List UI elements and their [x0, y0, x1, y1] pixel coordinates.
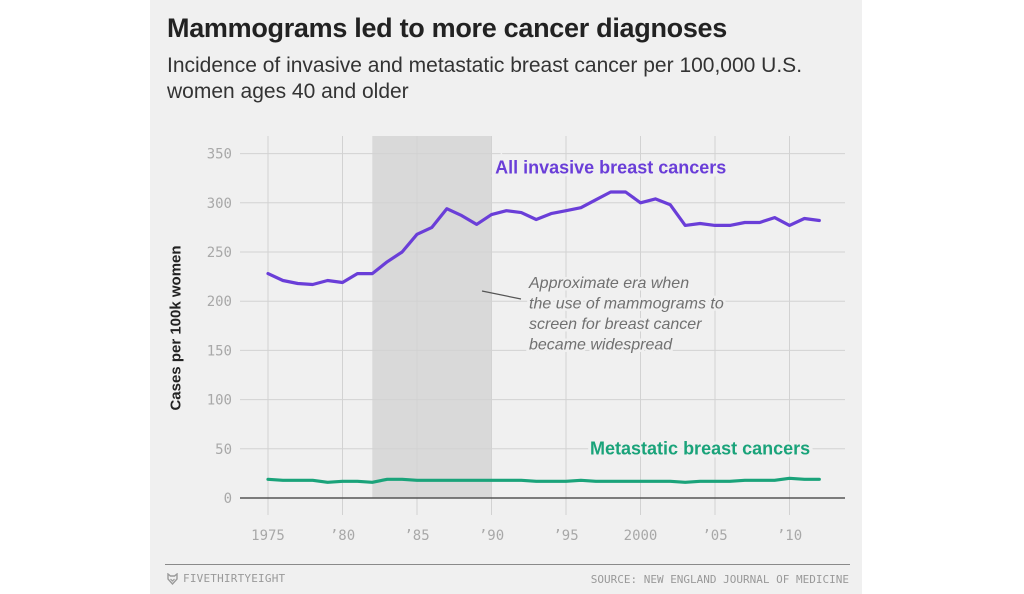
metastatic-series-line [266, 476, 821, 484]
source-credit: SOURCE: NEW ENGLAND JOURNAL OF MEDICINE [590, 573, 849, 586]
annotation-text-line: Approximate era when [528, 275, 689, 292]
metastatic-series-label: Metastatic breast cancers [590, 439, 810, 459]
invasive-series-label: All invasive breast cancers [495, 157, 726, 177]
x-tick-label: ’80 [330, 528, 355, 544]
invasive-series-line [266, 190, 821, 287]
y-tick-label: 50 [215, 442, 232, 458]
y-tick-label: 0 [224, 491, 232, 507]
y-tick-label: 100 [207, 393, 232, 409]
mammogram-era-shade [372, 136, 492, 498]
y-tick-label: 250 [207, 245, 232, 261]
footer-divider [165, 564, 850, 565]
y-tick-label: 200 [207, 294, 232, 310]
x-tick-label: ’10 [777, 528, 802, 544]
y-tick-label: 350 [207, 147, 232, 163]
chart-subtitle: Incidence of invasive and metastatic bre… [167, 54, 803, 103]
x-tick-label: ’90 [479, 528, 504, 544]
y-axis-label: Cases per 100k women [167, 245, 185, 411]
x-tick-label: ’95 [553, 528, 578, 544]
chart-title: Mammograms led to more cancer diagnoses [167, 13, 727, 43]
annotation-text-line: screen for breast cancer [529, 316, 702, 333]
x-tick-label: ’85 [404, 528, 429, 544]
y-tick-label: 300 [207, 196, 232, 212]
chart-card [150, 0, 862, 594]
annotation-text-line: became widespread [529, 337, 673, 354]
annotation-pointer [481, 290, 522, 300]
x-tick-label: ’05 [702, 528, 727, 544]
x-tick-label: 1975 [251, 528, 285, 544]
y-tick-label: 150 [207, 343, 232, 359]
fox-logo-icon [167, 572, 178, 585]
brand: FIVETHIRTYEIGHT [167, 572, 285, 585]
annotation-text-line: the use of mammograms to [529, 296, 724, 313]
brand-name: FIVETHIRTYEIGHT [183, 572, 286, 585]
x-tick-label: 2000 [624, 528, 658, 544]
